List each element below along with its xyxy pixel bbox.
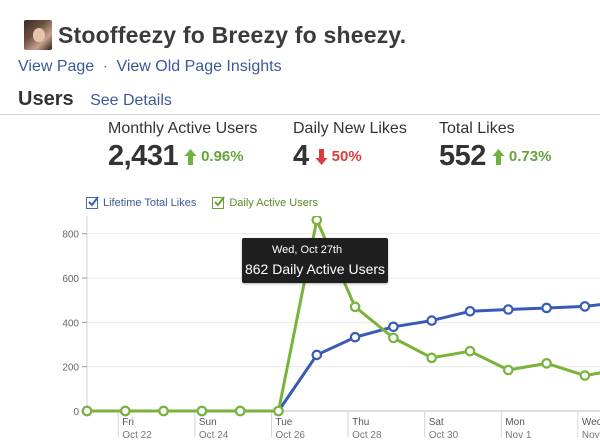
- point-daily-active-users: [579, 370, 591, 381]
- page-title: Stooffeezy fo Breezy fo sheezy.: [58, 22, 407, 48]
- point-daily-active-users: [426, 352, 437, 364]
- x-tick-date: Oct 26: [276, 430, 306, 441]
- x-tick-date: Oct 24: [199, 430, 229, 441]
- down-arrow-icon: [315, 148, 328, 165]
- x-tick-date: Nov 3: [582, 430, 600, 441]
- x-tick-day: Fri: [122, 417, 134, 428]
- point-daily-active-users: [158, 405, 169, 417]
- x-tick-day: Mon: [505, 417, 524, 428]
- point-daily-active-users: [388, 332, 399, 344]
- x-tick-date: Oct 22: [122, 430, 152, 441]
- checkbox-icon[interactable]: [86, 196, 99, 209]
- x-tick-date: Oct 30: [429, 430, 459, 441]
- legend-label: Daily Active Users: [229, 197, 318, 209]
- chart-tooltip: Wed, Oct 27th 862 Daily Active Users: [242, 238, 388, 283]
- y-tick-label: 0: [73, 407, 79, 418]
- tooltip-value: 862 Daily Active Users: [244, 261, 386, 277]
- point-daily-active-users: [311, 216, 323, 226]
- page-links: View Page · View Old Page Insights: [18, 58, 282, 76]
- point-daily-active-users: [234, 405, 246, 417]
- users-section-header: Users See Details: [18, 88, 172, 111]
- see-details-link[interactable]: See Details: [90, 92, 172, 109]
- point-daily-active-users: [502, 364, 514, 376]
- legend-daily-active-users[interactable]: Daily Active Users: [212, 196, 318, 209]
- point-daily-active-users: [196, 405, 208, 417]
- up-arrow-icon: [184, 148, 197, 165]
- x-tick-date: Oct 28: [352, 430, 382, 441]
- point-daily-active-users: [120, 405, 131, 417]
- x-axis-ticks: Fri Oct 22 Sun Oct 24 Tue Oct 26 Thu Oct 28 Sat O…: [117, 411, 600, 441]
- y-axis-ticks: 0 200 400 600 800: [62, 230, 87, 418]
- y-tick-label: 200: [62, 363, 79, 374]
- point-lifetime-total-likes: [349, 331, 361, 343]
- point-daily-active-users: [349, 301, 361, 313]
- x-tick-date: Nov 1: [505, 430, 532, 441]
- chart-legend: Lifetime Total Likes Daily Active Users: [86, 196, 334, 209]
- point-lifetime-total-likes: [388, 321, 399, 333]
- y-tick-label: 600: [62, 274, 79, 285]
- x-tick-day: Sun: [199, 417, 217, 428]
- link-separator: ·: [102, 58, 108, 75]
- stat-value: 552: [439, 140, 486, 172]
- point-lifetime-total-likes: [311, 349, 323, 361]
- section-title: Users: [18, 88, 74, 110]
- point-daily-active-users: [81, 405, 93, 417]
- x-tick-day: Tue: [276, 417, 293, 428]
- page-avatar[interactable]: [24, 20, 52, 50]
- tooltip-date: Wed, Oct 27th: [272, 244, 343, 256]
- point-daily-active-users: [273, 405, 284, 417]
- stat-change: 0.73%: [508, 148, 552, 165]
- series-line-lifetime-total-likes: [87, 303, 600, 413]
- stat-change: 50%: [331, 148, 362, 165]
- point-lifetime-total-likes: [426, 315, 437, 326]
- chart-series: [81, 216, 600, 417]
- stat-value: 2,431: [108, 140, 179, 172]
- stat-total-likes: Total Likes 552 0.73%: [439, 120, 551, 173]
- point-lifetime-total-likes: [579, 301, 591, 312]
- stat-value: 4: [293, 140, 309, 172]
- legend-lifetime-total-likes[interactable]: Lifetime Total Likes: [86, 196, 197, 209]
- stat-daily-new-likes: Daily New Likes 4 50%: [293, 120, 407, 173]
- point-lifetime-total-likes: [502, 304, 514, 315]
- users-line-chart: 0 200 400 600 800 Fri Oct 22 Sun Oct 24 Tue Oct 2…: [62, 216, 600, 441]
- x-tick-day: Sat: [429, 417, 444, 428]
- point-lifetime-total-likes: [541, 302, 552, 314]
- view-old-insights-link[interactable]: View Old Page Insights: [116, 58, 282, 75]
- point-daily-active-users: [464, 345, 476, 357]
- stat-label: Monthly Active Users: [108, 120, 258, 137]
- y-tick-label: 800: [62, 230, 79, 241]
- view-page-link[interactable]: View Page: [18, 58, 95, 75]
- x-tick-day: Thu: [352, 417, 369, 428]
- y-tick-label: 400: [62, 318, 79, 329]
- section-divider: [0, 114, 600, 115]
- legend-label: Lifetime Total Likes: [103, 197, 197, 209]
- checkbox-icon[interactable]: [212, 196, 226, 209]
- point-daily-active-users: [541, 358, 552, 369]
- up-arrow-icon: [492, 148, 505, 165]
- point-lifetime-total-likes: [464, 305, 476, 317]
- stat-label: Daily New Likes: [293, 120, 407, 137]
- stat-change: 0.96%: [201, 148, 244, 165]
- stat-label: Total Likes: [439, 120, 515, 137]
- x-tick-day: Wed: [582, 417, 600, 428]
- stat-monthly-active-users: Monthly Active Users 2,431 0.96%: [108, 120, 257, 173]
